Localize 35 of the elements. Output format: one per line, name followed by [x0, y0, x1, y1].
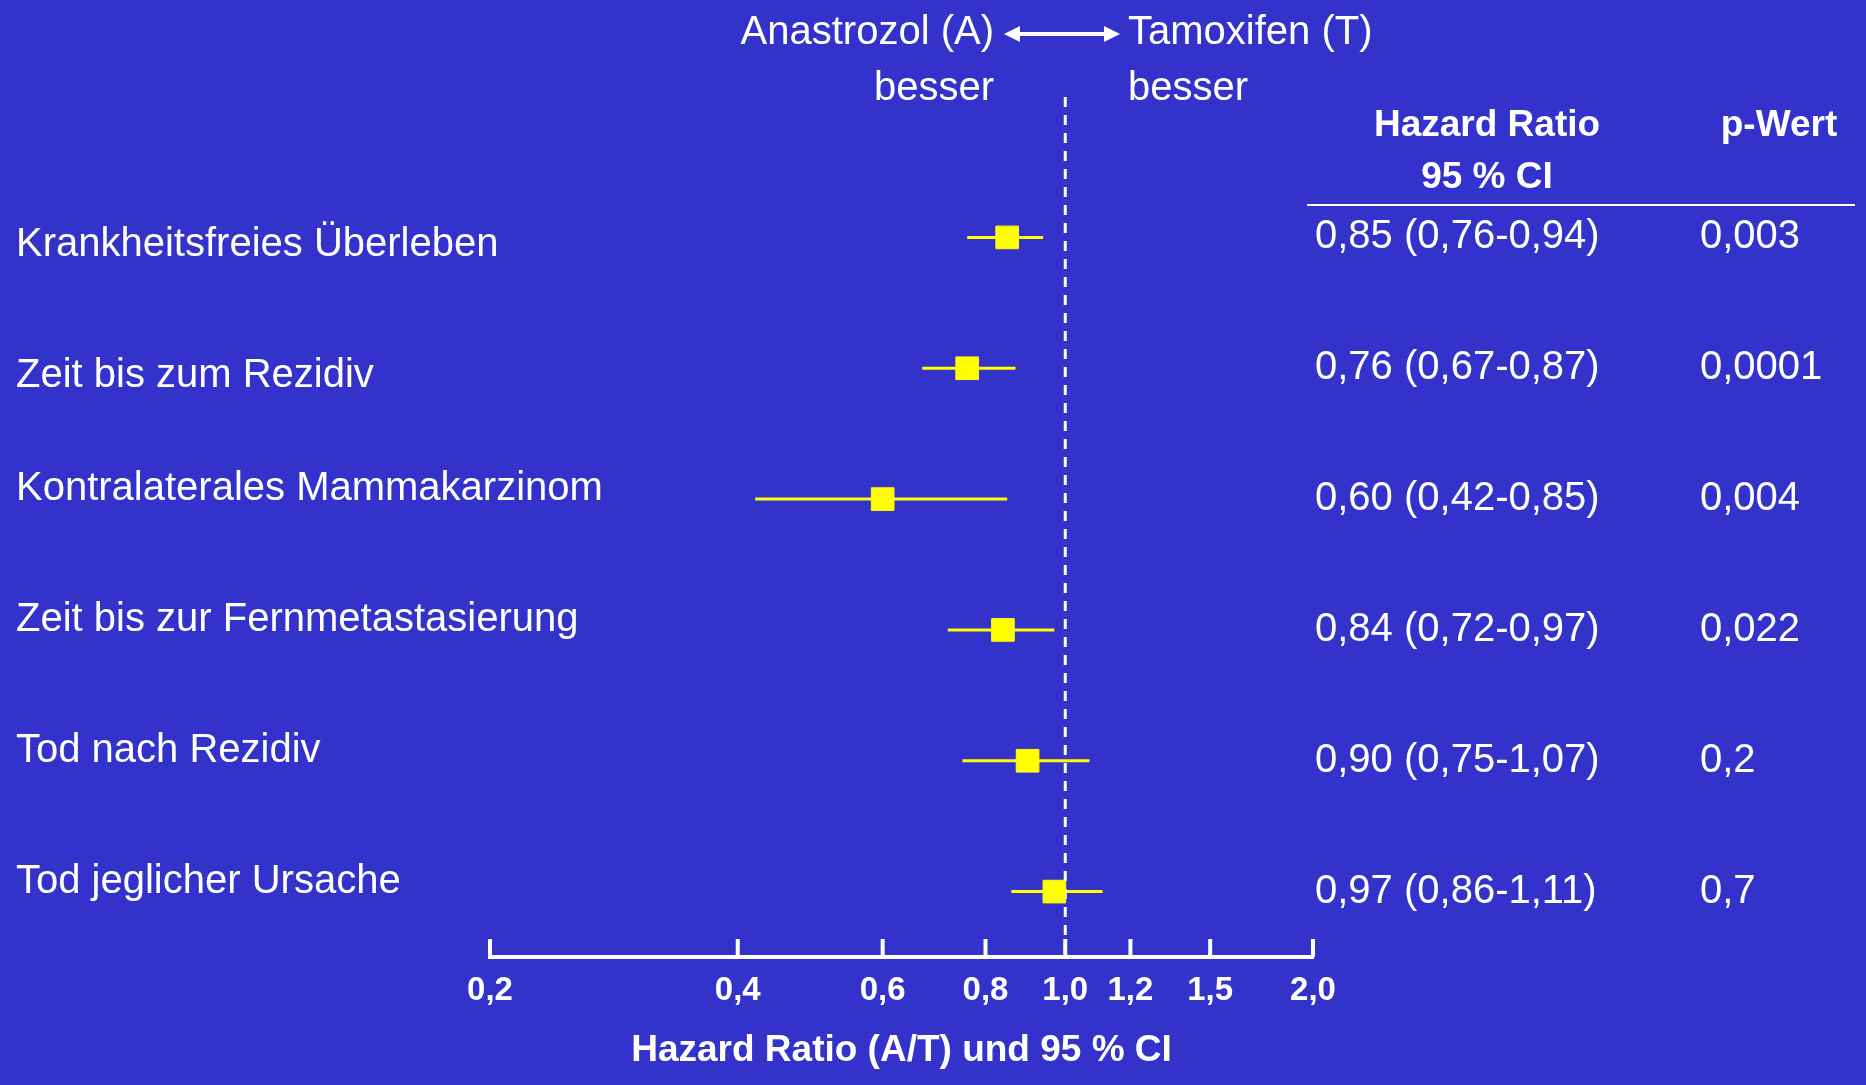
annotation: Anastrozol (A) besser	[740, 8, 994, 109]
y-tick-label: Tod jeglicher Ursache	[16, 856, 401, 901]
text: 0,2	[1700, 735, 1756, 780]
x-tick-label: 0,2	[467, 969, 513, 1007]
x-tick-label: 1,5	[1187, 969, 1234, 1007]
text: 0,022	[1700, 604, 1801, 649]
text: p-Wert	[1720, 103, 1838, 145]
x-tick-label: 2,0	[1290, 969, 1336, 1007]
text: 0,7	[1700, 866, 1756, 911]
data-label: 0,97 (0,86-1,11)	[1315, 866, 1597, 911]
text: 0,003	[1700, 212, 1801, 257]
y-tick-label: Tod nach Rezidiv	[16, 725, 321, 770]
y-tick-label: Kontralaterales Mammakarzinom	[16, 464, 603, 509]
y-tick-label: Zeit bis zur Fernmetastasierung	[16, 594, 579, 639]
data-label: 0,76 (0,67-0,87)	[1315, 343, 1600, 388]
text: Hazard Ratio 95 % CI	[1373, 103, 1601, 197]
x-tick-label: 1,2	[1107, 969, 1154, 1007]
data-label: 0,60 (0,42-0,85)	[1315, 474, 1600, 519]
x-tick-label: 0,8	[962, 969, 1009, 1007]
point	[995, 225, 1019, 250]
data-label: 0,90 (0,75-1,07)	[1315, 735, 1600, 780]
y-tick-label: Zeit bis zum Rezidiv	[16, 351, 374, 396]
point	[955, 356, 979, 381]
x-tick-label: 0,4	[714, 969, 762, 1007]
data-label: 0,85 (0,76-0,94)	[1315, 212, 1600, 257]
x-tick-label: 1,0	[1042, 969, 1089, 1007]
point	[1015, 748, 1040, 773]
y-tick-label: Krankheitsfreies Überleben	[16, 220, 499, 265]
x-tick-label: 0,6	[859, 969, 906, 1007]
point	[991, 618, 1015, 642]
text: 0,004	[1700, 474, 1801, 519]
text: 0,0001	[1700, 343, 1823, 388]
annotation: Tamoxifen (T) besser	[1128, 8, 1373, 109]
x-axis-title: Hazard Ratio (A/T) und 95 % CI	[631, 1028, 1172, 1069]
data-label: 0,84 (0,72-0,97)	[1315, 604, 1600, 649]
